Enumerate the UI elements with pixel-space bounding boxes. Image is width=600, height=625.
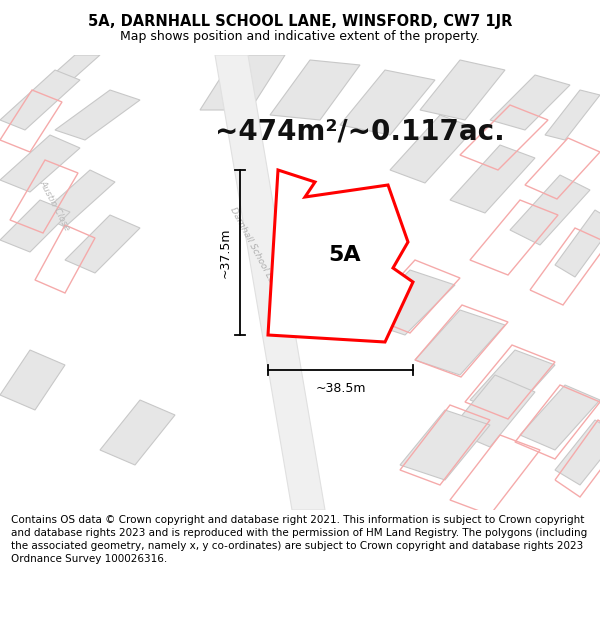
Text: Map shows position and indicative extent of the property.: Map shows position and indicative extent… (120, 30, 480, 43)
Polygon shape (0, 70, 80, 130)
Polygon shape (555, 420, 600, 485)
Polygon shape (65, 215, 140, 273)
Text: Austin Close: Austin Close (38, 178, 72, 232)
Polygon shape (55, 90, 140, 140)
Polygon shape (0, 350, 65, 410)
Polygon shape (510, 175, 590, 245)
Polygon shape (400, 410, 490, 480)
Text: ~38.5m: ~38.5m (315, 382, 366, 395)
Polygon shape (200, 55, 285, 110)
Polygon shape (268, 170, 413, 342)
Polygon shape (390, 115, 475, 183)
Polygon shape (40, 170, 115, 227)
Polygon shape (100, 400, 175, 465)
Polygon shape (520, 385, 600, 450)
Polygon shape (0, 135, 80, 192)
Text: ~474m²/~0.117ac.: ~474m²/~0.117ac. (215, 118, 505, 146)
Polygon shape (30, 55, 100, 95)
Polygon shape (415, 310, 505, 375)
Text: ~37.5m: ~37.5m (219, 228, 232, 278)
Polygon shape (215, 55, 325, 510)
Polygon shape (360, 270, 455, 335)
Text: Darnhall School Lane: Darnhall School Lane (229, 206, 281, 294)
Polygon shape (450, 375, 535, 447)
Polygon shape (420, 60, 505, 120)
Text: 5A: 5A (329, 245, 361, 265)
Polygon shape (450, 145, 535, 213)
Polygon shape (555, 210, 600, 277)
Polygon shape (490, 75, 570, 130)
Polygon shape (270, 60, 360, 120)
Polygon shape (470, 350, 555, 415)
Polygon shape (0, 200, 70, 252)
Polygon shape (340, 70, 435, 135)
Polygon shape (545, 90, 600, 140)
Text: 5A, DARNHALL SCHOOL LANE, WINSFORD, CW7 1JR: 5A, DARNHALL SCHOOL LANE, WINSFORD, CW7 … (88, 14, 512, 29)
Text: Contains OS data © Crown copyright and database right 2021. This information is : Contains OS data © Crown copyright and d… (11, 514, 587, 564)
